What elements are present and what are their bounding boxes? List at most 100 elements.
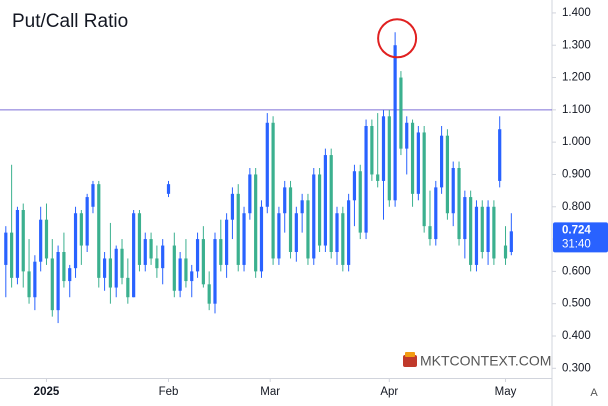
candle-body <box>62 252 66 282</box>
candle-body <box>155 258 159 269</box>
watermark-icon <box>405 352 415 357</box>
candle-body <box>440 135 444 188</box>
candle-body <box>410 122 415 194</box>
candle-body <box>56 252 60 311</box>
candle-body <box>213 239 217 304</box>
candle-body <box>277 213 281 259</box>
y-tick-label: 0.300 <box>562 362 591 374</box>
candle-body <box>15 210 20 278</box>
candle-body <box>474 206 479 265</box>
candle-body <box>201 239 205 285</box>
candle-body <box>254 174 258 272</box>
candle-body <box>33 261 37 298</box>
candle-body <box>335 213 339 252</box>
candle-body <box>416 132 420 194</box>
candle-body <box>219 239 223 265</box>
y-tick-label: 1.100 <box>562 104 591 116</box>
candle-body <box>387 116 391 201</box>
watermark-text: MKTCONTEXT.COM <box>420 353 551 369</box>
y-tick-label: 0.600 <box>562 265 591 277</box>
candle-body <box>358 171 362 233</box>
candle-body <box>39 219 43 262</box>
candle-body <box>10 232 14 278</box>
candle-body <box>399 77 403 149</box>
candle-body <box>503 245 508 259</box>
candle-body <box>259 206 264 272</box>
candle-body <box>509 231 513 252</box>
scale-mode[interactable]: A <box>590 387 598 399</box>
candle-body <box>352 171 357 201</box>
candle-body <box>91 184 95 207</box>
candle-body <box>457 168 461 240</box>
y-tick-label: 0.500 <box>562 298 591 310</box>
candle-body <box>405 122 409 149</box>
candle-body <box>451 168 455 214</box>
y-tick-label: 1.000 <box>562 136 591 148</box>
y-tick-label: 1.400 <box>562 7 591 19</box>
y-tick-label: 0.800 <box>562 201 591 213</box>
candle-body <box>44 219 49 259</box>
candle-body <box>294 213 298 252</box>
candle-body <box>190 271 194 282</box>
candle-body <box>317 174 322 246</box>
candle-body <box>27 271 31 298</box>
candle-body <box>149 239 153 259</box>
candle-body <box>312 174 316 259</box>
candle-body <box>108 258 112 288</box>
candle-body <box>236 193 240 265</box>
last-value-label: 0.724 <box>562 224 591 236</box>
candle-body <box>242 213 246 265</box>
y-tick-label: 0.900 <box>562 168 591 180</box>
countdown-label: 31:40 <box>562 238 591 250</box>
candle-body <box>428 226 432 240</box>
candle-body <box>376 174 380 181</box>
candle-body <box>381 116 386 181</box>
candle-body <box>137 213 142 265</box>
candle-body <box>300 200 304 214</box>
watermark-icon <box>403 355 417 367</box>
candle-body <box>370 126 374 175</box>
y-tick-label: 1.300 <box>562 39 591 51</box>
candle-body <box>434 187 438 240</box>
highlight-circle <box>377 18 418 59</box>
candle-body <box>486 206 490 252</box>
x-tick-label: 2025 <box>34 386 60 398</box>
chart-title: Put/Call Ratio <box>12 11 128 32</box>
candle-body <box>207 284 211 304</box>
candle-body <box>50 258 54 311</box>
candle-body <box>132 213 136 298</box>
candle-body <box>143 239 147 265</box>
y-tick-label: 1.200 <box>562 72 591 84</box>
candle-body <box>445 135 450 214</box>
candle-body <box>114 248 118 288</box>
candle-body <box>79 213 83 246</box>
last-value-box <box>553 222 608 253</box>
watermark: MKTCONTEXT.COM <box>403 352 551 369</box>
candle-body <box>271 122 275 259</box>
candle-body <box>178 258 182 291</box>
candle-body <box>225 219 229 265</box>
candle-body <box>184 258 188 282</box>
candle-body <box>306 200 310 259</box>
candle-body <box>393 45 397 201</box>
y-tick-label: 0.400 <box>562 330 591 342</box>
candle-body <box>469 197 473 265</box>
candle-body <box>422 132 426 227</box>
candle-body <box>166 184 171 194</box>
candle-body <box>21 210 25 272</box>
candle-body <box>323 155 327 246</box>
x-tick-label: Feb <box>159 386 179 398</box>
candle-body <box>364 126 368 233</box>
candle-body <box>85 197 89 246</box>
candle-body <box>102 258 107 278</box>
candle-body <box>230 193 235 220</box>
candle-body <box>4 232 8 265</box>
candle-body <box>161 245 165 269</box>
candle-body <box>463 197 467 240</box>
candle-body <box>288 187 293 252</box>
x-tick-label: Mar <box>260 386 280 398</box>
candle-body <box>126 277 130 298</box>
x-tick-label: May <box>495 386 517 398</box>
